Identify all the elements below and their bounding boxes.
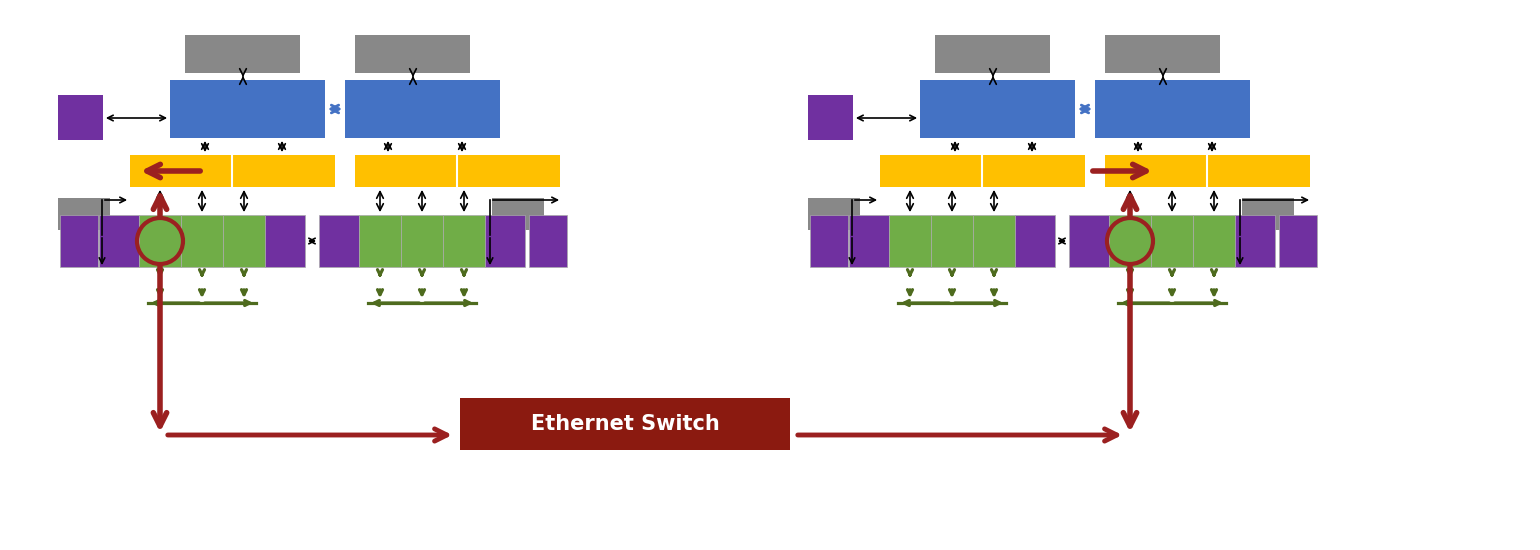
FancyBboxPatch shape (60, 215, 99, 267)
FancyBboxPatch shape (935, 35, 1050, 73)
FancyBboxPatch shape (530, 215, 567, 267)
FancyBboxPatch shape (223, 215, 265, 267)
Text: Ethernet Switch: Ethernet Switch (531, 414, 719, 434)
FancyBboxPatch shape (129, 155, 336, 187)
FancyBboxPatch shape (99, 215, 139, 267)
FancyBboxPatch shape (182, 215, 223, 267)
FancyBboxPatch shape (444, 215, 485, 267)
FancyBboxPatch shape (810, 215, 849, 267)
FancyBboxPatch shape (1194, 215, 1235, 267)
FancyBboxPatch shape (1241, 198, 1294, 230)
FancyBboxPatch shape (319, 215, 359, 267)
FancyBboxPatch shape (1280, 215, 1317, 267)
FancyBboxPatch shape (1106, 155, 1311, 187)
FancyBboxPatch shape (1106, 35, 1220, 73)
FancyBboxPatch shape (1095, 80, 1250, 138)
FancyBboxPatch shape (169, 80, 325, 138)
FancyBboxPatch shape (185, 35, 300, 73)
FancyBboxPatch shape (849, 215, 889, 267)
FancyBboxPatch shape (889, 215, 932, 267)
FancyBboxPatch shape (59, 95, 103, 140)
FancyBboxPatch shape (1015, 215, 1055, 267)
FancyBboxPatch shape (265, 215, 305, 267)
FancyBboxPatch shape (1069, 215, 1109, 267)
FancyBboxPatch shape (808, 95, 853, 140)
FancyBboxPatch shape (1235, 215, 1275, 267)
FancyBboxPatch shape (1109, 215, 1150, 267)
FancyBboxPatch shape (356, 35, 470, 73)
FancyBboxPatch shape (1150, 215, 1194, 267)
FancyBboxPatch shape (973, 215, 1015, 267)
FancyBboxPatch shape (400, 215, 444, 267)
FancyBboxPatch shape (919, 80, 1075, 138)
FancyBboxPatch shape (139, 215, 182, 267)
FancyBboxPatch shape (59, 198, 109, 230)
FancyBboxPatch shape (460, 398, 790, 450)
FancyBboxPatch shape (932, 215, 973, 267)
FancyBboxPatch shape (356, 155, 561, 187)
FancyBboxPatch shape (491, 198, 544, 230)
FancyBboxPatch shape (359, 215, 400, 267)
FancyBboxPatch shape (485, 215, 525, 267)
FancyBboxPatch shape (808, 198, 859, 230)
FancyBboxPatch shape (879, 155, 1086, 187)
FancyBboxPatch shape (345, 80, 500, 138)
